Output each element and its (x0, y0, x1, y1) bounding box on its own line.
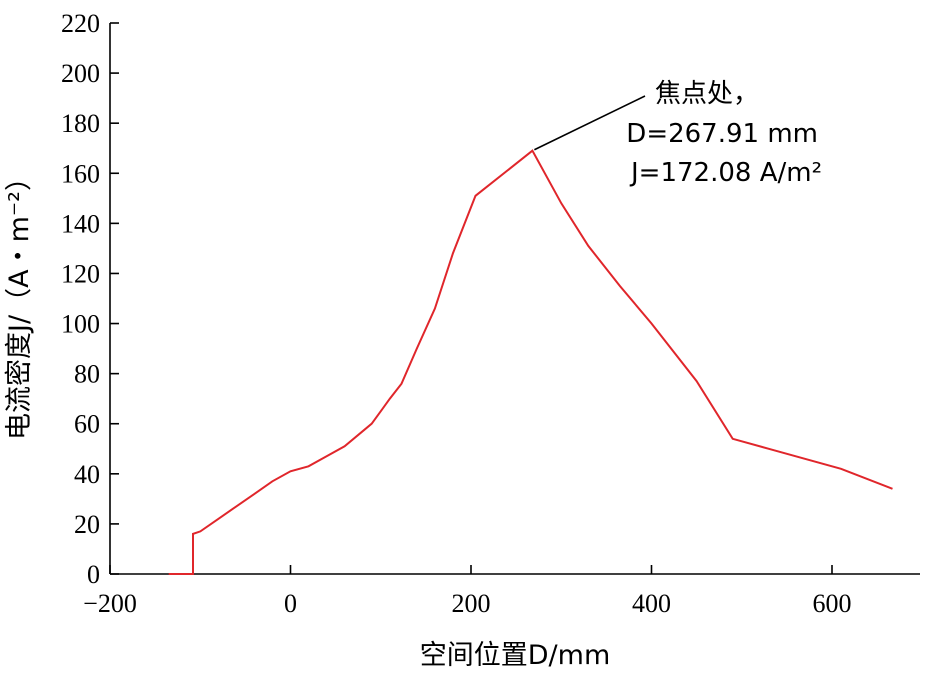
annotation-line: D=267.91 mm (626, 119, 818, 149)
x-tick-label: 200 (452, 589, 491, 618)
y-tick-label: 20 (74, 510, 100, 539)
axes (109, 23, 920, 575)
y-axis-label: 电流密度J/（A・m⁻²） (4, 164, 35, 440)
annotation-line: 焦点处， (655, 79, 759, 109)
series-group (168, 149, 893, 575)
y-tick-label: 80 (74, 360, 100, 389)
y-tick-label: 200 (61, 59, 100, 88)
y-tick-label: 60 (74, 410, 100, 439)
series-line (168, 149, 893, 575)
y-tick-label: 160 (61, 159, 100, 188)
x-tick-label: 0 (284, 589, 297, 618)
y-tick-label: 140 (61, 209, 100, 238)
y-tick-label: 40 (74, 460, 100, 489)
y-tick-label: 0 (87, 560, 100, 589)
annotation: 焦点处， D=267.91 mm J=172.08 A/m² (534, 79, 822, 188)
y-tick-label: 120 (61, 259, 100, 288)
x-tick-label: −200 (83, 589, 137, 618)
y-tick-label: 180 (61, 109, 100, 138)
y-tick-label: 220 (61, 9, 100, 38)
x-axis-label: 空间位置D/mm (420, 640, 611, 671)
x-tick-label: 600 (813, 589, 852, 618)
x-tick-label: 400 (632, 589, 671, 618)
annotation-leader-line (534, 95, 646, 151)
y-tick-label: 100 (61, 310, 100, 339)
annotation-line: J=172.08 A/m² (629, 158, 822, 188)
